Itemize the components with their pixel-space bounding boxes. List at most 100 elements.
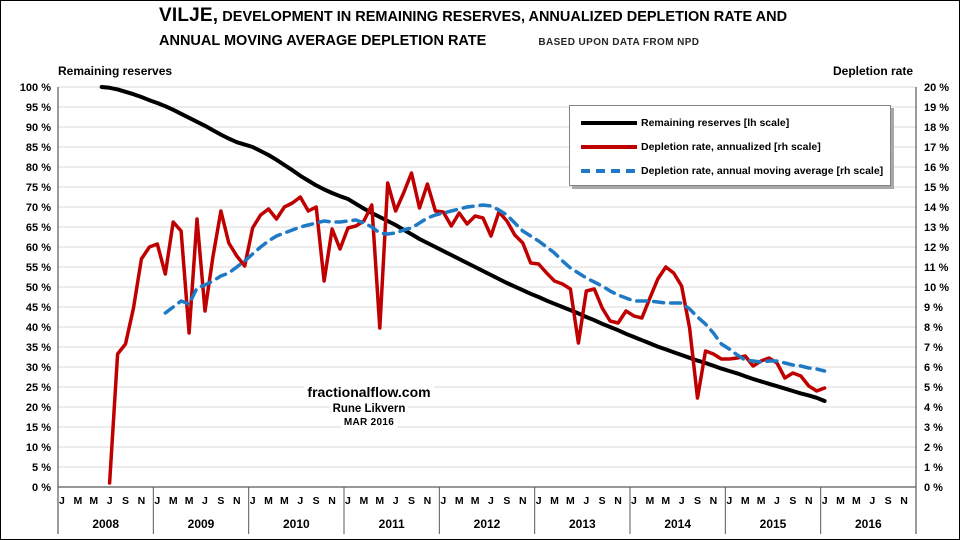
month-tick-label: J xyxy=(393,495,399,507)
legend-line-sample-red xyxy=(581,145,637,149)
month-tick-label: M xyxy=(89,495,98,507)
month-tick-label: M xyxy=(185,495,194,507)
year-label: 2012 xyxy=(474,517,501,531)
month-tick-label: N xyxy=(900,495,908,507)
month-tick-label: S xyxy=(503,495,510,507)
year-label: 2010 xyxy=(283,517,310,531)
right-axis-tick-label: 1 % xyxy=(924,462,943,474)
series-depletion-annualized-line xyxy=(107,171,827,485)
chart-title-line2: ANNUAL MOVING AVERAGE DEPLETION RATE BASE… xyxy=(159,33,700,49)
legend-label: Remaining reserves [lh scale] xyxy=(641,117,790,129)
month-tick-label: S xyxy=(789,495,796,507)
month-tick-label: J xyxy=(583,495,589,507)
month-tick-label: J xyxy=(869,495,875,507)
left-axis-tick-label: 80 % xyxy=(26,162,51,174)
left-axis-tick-label: 20 % xyxy=(26,402,51,414)
right-axis-tick-label: 17 % xyxy=(924,142,949,154)
month-tick-label: J xyxy=(250,495,256,507)
month-tick-label: N xyxy=(519,495,527,507)
source-note: BASED UPON DATA FROM NPD xyxy=(538,37,700,48)
chart-title: VILJE, DEVELOPMENT IN REMAINING RESERVES… xyxy=(159,5,787,49)
month-tick-label: M xyxy=(836,495,845,507)
month-tick-label: M xyxy=(169,495,178,507)
legend-item-remaining-reserves: Remaining reserves [lh scale] xyxy=(581,111,890,135)
right-axis-title: Depletion rate xyxy=(832,64,913,78)
month-tick-label: M xyxy=(645,495,654,507)
month-tick-label: M xyxy=(550,495,559,507)
month-tick-label: J xyxy=(202,495,208,507)
legend-item-depletion-annualized: Depletion rate, annualized [rh scale] xyxy=(581,135,890,159)
right-axis-tick-label: 10 % xyxy=(924,282,949,294)
left-axis-tick-label: 0 % xyxy=(32,482,51,494)
month-tick-label: M xyxy=(375,495,384,507)
right-axis-tick-label: 5 % xyxy=(924,382,943,394)
left-axis-tick-label: 100 % xyxy=(20,82,51,94)
right-axis-tick-label: 14 % xyxy=(924,202,949,214)
month-tick-label: M xyxy=(280,495,289,507)
month-tick-label: M xyxy=(852,495,861,507)
month-tick-label: N xyxy=(805,495,813,507)
right-axis-tick-label: 4 % xyxy=(924,402,943,414)
month-tick-label: M xyxy=(757,495,766,507)
year-label: 2015 xyxy=(760,517,787,531)
month-tick-label: J xyxy=(822,495,828,507)
month-tick-label: S xyxy=(313,495,320,507)
month-tick-label: N xyxy=(138,495,146,507)
watermark-site: fractionalflow.com xyxy=(259,384,479,400)
right-axis-tick-label: 18 % xyxy=(924,122,949,134)
left-axis-title: Remaining reserves xyxy=(58,64,173,78)
month-tick-label: N xyxy=(328,495,336,507)
year-label: 2016 xyxy=(855,517,882,531)
legend-line-sample-black xyxy=(581,121,637,125)
legend-label: Depletion rate, annual moving average [r… xyxy=(641,165,884,177)
year-label: 2008 xyxy=(92,517,119,531)
month-tick-label: J xyxy=(488,495,494,507)
month-tick-label: J xyxy=(297,495,303,507)
month-tick-label: S xyxy=(599,495,606,507)
right-axis-tick-label: 20 % xyxy=(924,82,949,94)
month-tick-label: J xyxy=(345,495,351,507)
month-tick-label: M xyxy=(741,495,750,507)
month-tick-label: J xyxy=(59,495,65,507)
watermark: fractionalflow.com Rune Likvern MAR 2016 xyxy=(259,384,479,428)
left-axis-tick-label: 85 % xyxy=(26,142,51,154)
month-tick-label: S xyxy=(694,495,701,507)
month-tick-label: M xyxy=(471,495,480,507)
year-label: 2014 xyxy=(664,517,691,531)
left-axis-tick-label: 90 % xyxy=(26,122,51,134)
left-axis-tick-label: 50 % xyxy=(26,282,51,294)
month-tick-label: M xyxy=(359,495,368,507)
right-axis-tick-label: 16 % xyxy=(924,162,949,174)
month-tick-label: N xyxy=(424,495,432,507)
left-axis-tick-label: 10 % xyxy=(26,442,51,454)
left-axis-tick-label: 70 % xyxy=(26,202,51,214)
month-tick-label: N xyxy=(233,495,241,507)
month-tick-label: J xyxy=(726,495,732,507)
left-axis-tick-label: 45 % xyxy=(26,302,51,314)
left-axis-tick-label: 65 % xyxy=(26,222,51,234)
left-axis-tick-label: 35 % xyxy=(26,342,51,354)
right-axis-tick-label: 15 % xyxy=(924,182,949,194)
right-axis-tick-label: 7 % xyxy=(924,342,943,354)
month-tick-label: S xyxy=(885,495,892,507)
month-tick-label: M xyxy=(455,495,464,507)
legend: Remaining reserves [lh scale] Depletion … xyxy=(569,105,891,186)
left-axis-tick-label: 15 % xyxy=(26,422,51,434)
month-tick-label: J xyxy=(107,495,113,507)
chart-title-line1: VILJE, DEVELOPMENT IN REMAINING RESERVES… xyxy=(159,5,787,27)
watermark-date: MAR 2016 xyxy=(259,417,479,428)
month-tick-label: N xyxy=(614,495,622,507)
month-tick-label: J xyxy=(679,495,685,507)
left-axis-tick-label: 95 % xyxy=(26,102,51,114)
right-axis-tick-label: 19 % xyxy=(924,102,949,114)
series-depletion-moving-average-line xyxy=(163,203,827,373)
title-line1-rest: DEVELOPMENT IN REMAINING RESERVES, ANNUA… xyxy=(218,9,788,25)
left-axis-tick-label: 60 % xyxy=(26,242,51,254)
right-axis-tick-label: 11 % xyxy=(924,262,949,274)
left-axis-tick-label: 25 % xyxy=(26,382,51,394)
right-axis-tick-label: 12 % xyxy=(924,242,949,254)
field-name: VILJE, xyxy=(159,5,219,26)
right-axis-tick-label: 9 % xyxy=(924,302,943,314)
month-tick-label: M xyxy=(661,495,670,507)
